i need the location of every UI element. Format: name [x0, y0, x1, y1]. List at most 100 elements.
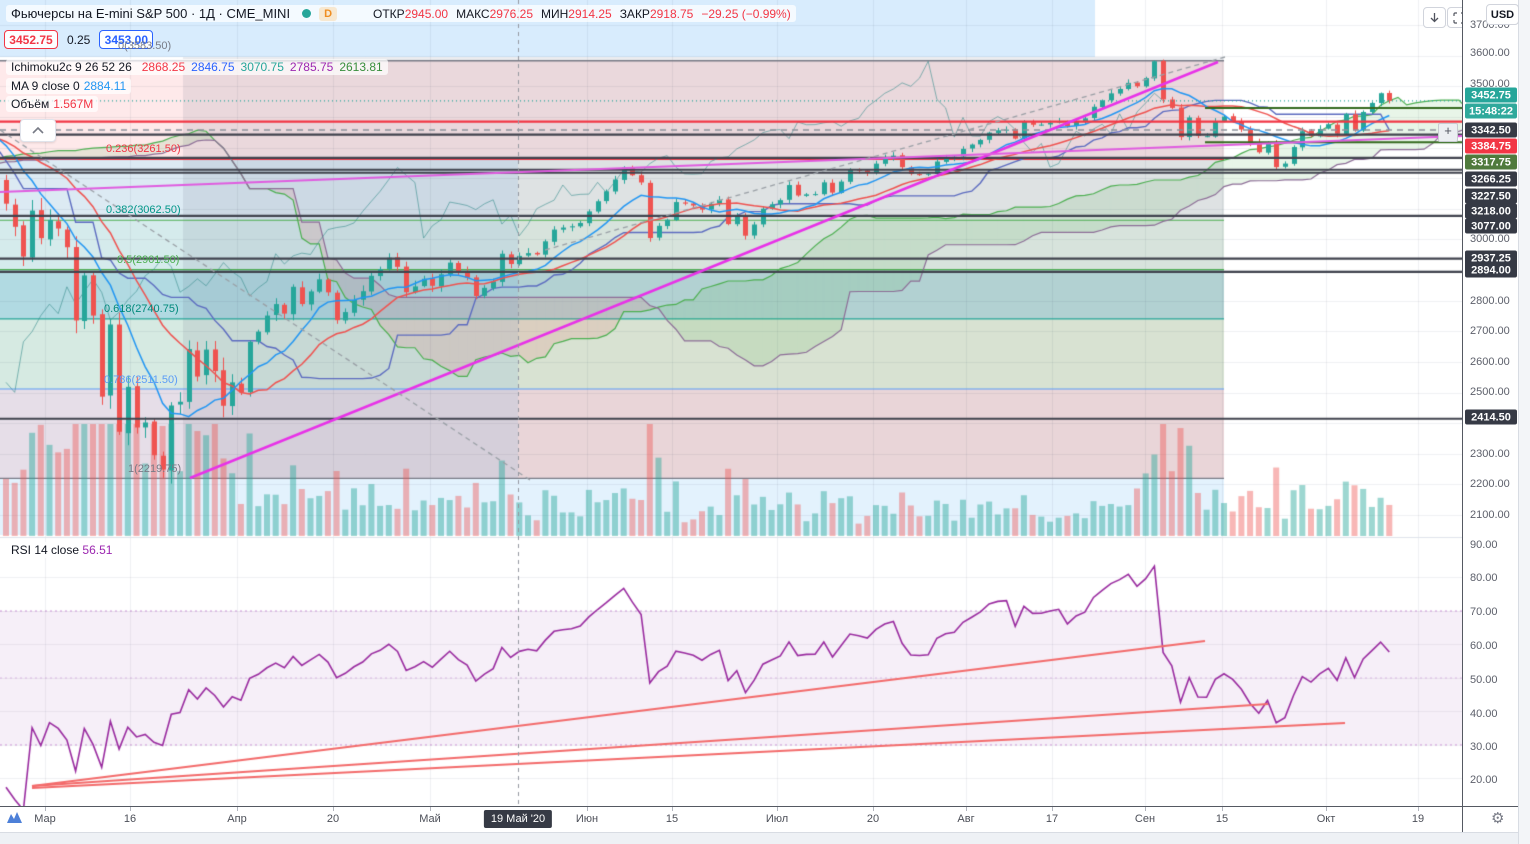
price-tick-label: 90.00 [1470, 539, 1498, 551]
buy-button[interactable]: 3453.00 [99, 30, 154, 49]
chevron-up-icon [32, 127, 44, 134]
price-badge: 2937.25 [1465, 250, 1517, 266]
order-panel: 3452.75 0.25 3453.00 [4, 30, 154, 49]
time-tick-label: Мар [34, 813, 56, 825]
price-badge: 3218.00 [1465, 203, 1517, 219]
rsi-legend-row[interactable]: RSI 14 close 56.51 [6, 542, 118, 558]
price-badge: 3317.75 [1465, 154, 1517, 170]
time-tick-label: 20 [866, 813, 880, 825]
time-tick-label: 20 [326, 813, 340, 825]
time-tick-mark [430, 807, 431, 811]
axis-corner: ⚙ [1462, 806, 1519, 833]
ichimoku-value: 2613.81 [339, 60, 383, 74]
spread-value: 0.25 [67, 32, 91, 47]
fib-level-label: 0(3583.50) [118, 40, 172, 52]
price-badge: 15:48:22 [1465, 103, 1517, 119]
ohlc-values: ОТКР2945.00 МАКС2976.25 МИН2914.25 ЗАКР2918… [373, 7, 791, 21]
ma-legend-row[interactable]: MA 9 close 0 2884.11 [6, 78, 132, 94]
time-tick-label: 19 [1411, 813, 1425, 825]
ichimoku-value: 2846.75 [191, 60, 235, 74]
time-tick-mark [777, 807, 778, 811]
price-badge: 2894.00 [1465, 262, 1517, 278]
price-tick-label: 30.00 [1470, 741, 1498, 753]
fib-level-label: 1(2219.75) [128, 463, 182, 475]
time-axis[interactable]: Мар 16 Апр 20 Май Июн 15 Июл 20 Авг 17 Сен 15 Окт 19 19… [0, 806, 1462, 833]
collapse-legend-button[interactable] [20, 119, 56, 142]
mountain-logo-icon [7, 812, 22, 823]
price-axis[interactable]: 3700.00 3600.00 3500.00 3000.00 2800.00 2700.… [1462, 0, 1519, 832]
right-panel-edge[interactable] [1518, 0, 1530, 844]
crosshair-date-badge: 19 Май '20 [483, 810, 553, 828]
time-tick-mark [1222, 807, 1223, 811]
time-tick-mark [1145, 807, 1146, 811]
time-tick-mark [966, 807, 967, 811]
price-badge: 3227.50 [1465, 188, 1517, 204]
fib-level-label: 0.382(3062.50) [106, 204, 181, 216]
ohlc-item: МИН2914.25 [541, 6, 612, 21]
price-tick-label: 2200.00 [1470, 478, 1510, 490]
time-tick-label: Авг [957, 813, 975, 825]
download-chart-button[interactable] [1423, 7, 1446, 28]
price-tick-label: 40.00 [1470, 708, 1498, 720]
download-arrow-icon [1430, 12, 1439, 22]
price-tick-label: 3000.00 [1470, 233, 1510, 245]
gear-icon[interactable]: ⚙ [1491, 809, 1505, 827]
time-tick-mark [587, 807, 588, 811]
fib-level-label: 0.786(2511.50) [104, 374, 178, 386]
symbol-header-row[interactable]: Фьючерсы на E-mini S&P 500 · 1Д · CME_MI… [6, 5, 796, 22]
time-tick-mark [1052, 807, 1053, 811]
price-tick-label: 2800.00 [1470, 295, 1510, 307]
price-badge: 3452.75 [1465, 87, 1517, 103]
ichimoku-value: 3070.75 [240, 60, 284, 74]
time-tick-label: 15 [1215, 813, 1229, 825]
price-chart-canvas[interactable] [0, 0, 1462, 806]
price-tick-label: 60.00 [1470, 640, 1498, 652]
price-badge: 3342.50 [1465, 122, 1517, 138]
ichimoku-values: 2868.25 2846.75 3070.75 2785.75 2613.81 [136, 60, 383, 74]
volume-legend-row[interactable]: Объём 1.567M [6, 96, 99, 112]
ichimoku-label: Ichimoku2c 9 26 52 26 [11, 60, 132, 74]
time-tick-mark [1418, 807, 1419, 811]
price-tick-label: 2300.00 [1470, 448, 1510, 460]
time-tick-label: 17 [1045, 813, 1059, 825]
ichimoku-legend-row[interactable]: Ichimoku2c 9 26 52 26 2868.25 2846.75 3070… [6, 59, 388, 75]
price-tick-label: 20.00 [1470, 774, 1498, 786]
add-alert-plus-button[interactable]: + [1438, 123, 1458, 142]
fib-level-label: 0.5(2901.50) [117, 254, 180, 266]
time-tick-label: 16 [123, 813, 137, 825]
volume-label: Объём [11, 97, 50, 111]
time-tick-mark [130, 807, 131, 811]
rsi-value: 56.51 [82, 543, 113, 557]
market-status-icon [302, 9, 312, 18]
price-badge: 3266.25 [1465, 171, 1517, 187]
time-tick-label: Апр [227, 813, 247, 825]
ohlc-item: ЗАКР2918.75 [619, 6, 694, 21]
price-tick-label: 2600.00 [1470, 356, 1510, 368]
time-tick-label: Май [419, 813, 441, 825]
symbol-title: Фьючерсы на E-mini S&P 500 · 1Д · CME_MI… [11, 6, 291, 21]
time-tick-label: 15 [665, 813, 679, 825]
price-tick-label: 50.00 [1470, 674, 1498, 686]
interval-badge[interactable]: D [319, 6, 338, 21]
ma-value: 2884.11 [83, 79, 127, 93]
price-tick-label: 80.00 [1470, 572, 1498, 584]
ma-label: MA 9 close 0 [11, 79, 80, 93]
volume-value: 1.567M [53, 97, 94, 111]
time-tick-label: Июл [765, 813, 789, 825]
price-tick-label: 70.00 [1470, 606, 1498, 618]
price-change: −29.25 (−0.99%) [701, 6, 791, 21]
ohlc-item: МАКС2976.25 [456, 6, 533, 21]
fib-level-label: 0.236(3261.50) [106, 143, 181, 155]
time-tick-mark [45, 807, 46, 811]
time-tick-mark [237, 807, 238, 811]
currency-toggle-button[interactable]: USD [1486, 4, 1519, 25]
time-tick-mark [333, 807, 334, 811]
time-tick-mark [873, 807, 874, 811]
ohlc-item: ОТКР2945.00 [373, 6, 449, 21]
price-tick-label: 3600.00 [1470, 47, 1510, 59]
fib-level-label: 0.618(2740.75) [104, 303, 179, 315]
rsi-label: RSI 14 close [11, 543, 80, 557]
ichimoku-value: 2785.75 [289, 60, 334, 74]
sell-button[interactable]: 3452.75 [4, 30, 58, 49]
